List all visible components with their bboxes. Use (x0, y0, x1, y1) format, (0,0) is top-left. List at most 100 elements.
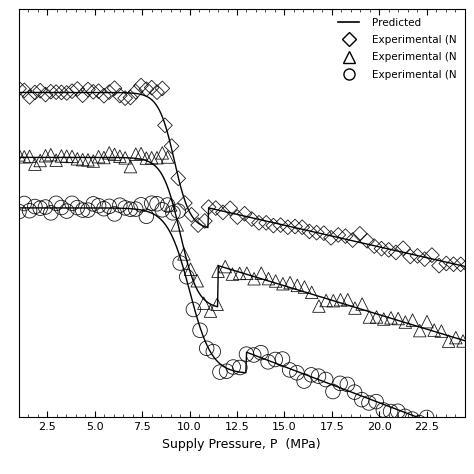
Point (100, 154, 108, 161)
Point (392, 249, 400, 256)
Point (63, 207, 71, 215)
Point (450, 261, 457, 268)
Point (105, 202, 113, 210)
Point (308, 289, 316, 296)
Point (452, 334, 460, 341)
Point (26, 93, 33, 100)
Point (459, 337, 467, 345)
Point (428, 251, 436, 259)
Point (176, 259, 184, 267)
Point (430, 425, 438, 432)
Point (200, 300, 208, 307)
Point (349, 236, 356, 244)
Point (158, 149, 166, 157)
Point (248, 215, 255, 223)
Point (52, 156, 60, 164)
Point (257, 349, 264, 356)
Point (407, 253, 414, 260)
Point (90, 88, 97, 96)
Point (351, 388, 358, 396)
X-axis label: Supply Pressure, P  (MPa): Supply Pressure, P (MPa) (163, 438, 321, 450)
Point (100, 205, 108, 212)
Point (121, 204, 129, 212)
Point (207, 307, 214, 315)
Point (327, 234, 335, 242)
Point (365, 399, 373, 407)
Point (111, 151, 118, 158)
Point (306, 228, 313, 235)
Point (236, 270, 244, 277)
Point (264, 358, 272, 365)
Point (63, 153, 71, 160)
Point (250, 351, 257, 359)
Point (132, 205, 139, 213)
Point (158, 206, 166, 214)
Point (36, 157, 44, 164)
Point (187, 265, 194, 273)
Point (401, 318, 409, 326)
Point (234, 213, 241, 221)
Point (180, 250, 188, 258)
Point (335, 231, 342, 239)
Legend: Predicted, Experimental (N, Experimental (N, Experimental (N: Predicted, Experimental (N, Experimental… (335, 15, 459, 83)
Point (299, 223, 306, 231)
Point (373, 398, 380, 405)
Point (58, 89, 65, 96)
Point (293, 282, 301, 289)
Point (100, 92, 108, 100)
Point (90, 157, 97, 165)
Point (409, 415, 416, 423)
Point (20, 87, 28, 94)
Point (58, 152, 65, 160)
Point (457, 261, 465, 268)
Point (153, 200, 161, 208)
Point (438, 328, 445, 335)
Point (337, 380, 344, 387)
Point (42, 203, 49, 211)
Point (20, 200, 28, 207)
Point (127, 94, 134, 101)
Point (223, 367, 230, 375)
Point (414, 252, 421, 260)
Point (183, 273, 191, 281)
Point (58, 204, 65, 211)
Point (394, 408, 401, 415)
Point (79, 91, 86, 99)
Point (68, 87, 76, 95)
Point (378, 245, 385, 253)
Point (127, 163, 134, 170)
Point (322, 376, 329, 383)
Point (158, 85, 166, 92)
Point (351, 304, 359, 312)
Point (47, 209, 55, 217)
Point (190, 306, 197, 313)
Point (435, 262, 443, 269)
Point (194, 221, 202, 229)
Point (116, 153, 124, 160)
Point (15, 85, 23, 92)
Point (301, 377, 308, 385)
Point (466, 434, 474, 442)
Point (31, 160, 39, 168)
Point (84, 86, 92, 93)
Point (243, 269, 251, 277)
Point (95, 87, 102, 95)
Point (430, 326, 438, 334)
Point (214, 267, 222, 275)
Point (322, 297, 330, 304)
Point (264, 275, 272, 283)
Point (423, 318, 431, 326)
Point (416, 327, 424, 334)
Point (116, 201, 124, 209)
Point (358, 300, 366, 308)
Point (216, 368, 224, 376)
Point (26, 153, 33, 160)
Point (63, 89, 71, 97)
Point (373, 313, 380, 321)
Point (73, 155, 81, 163)
Point (52, 200, 60, 207)
Point (137, 201, 145, 209)
Point (452, 427, 459, 435)
Point (121, 94, 129, 102)
Point (385, 246, 392, 254)
